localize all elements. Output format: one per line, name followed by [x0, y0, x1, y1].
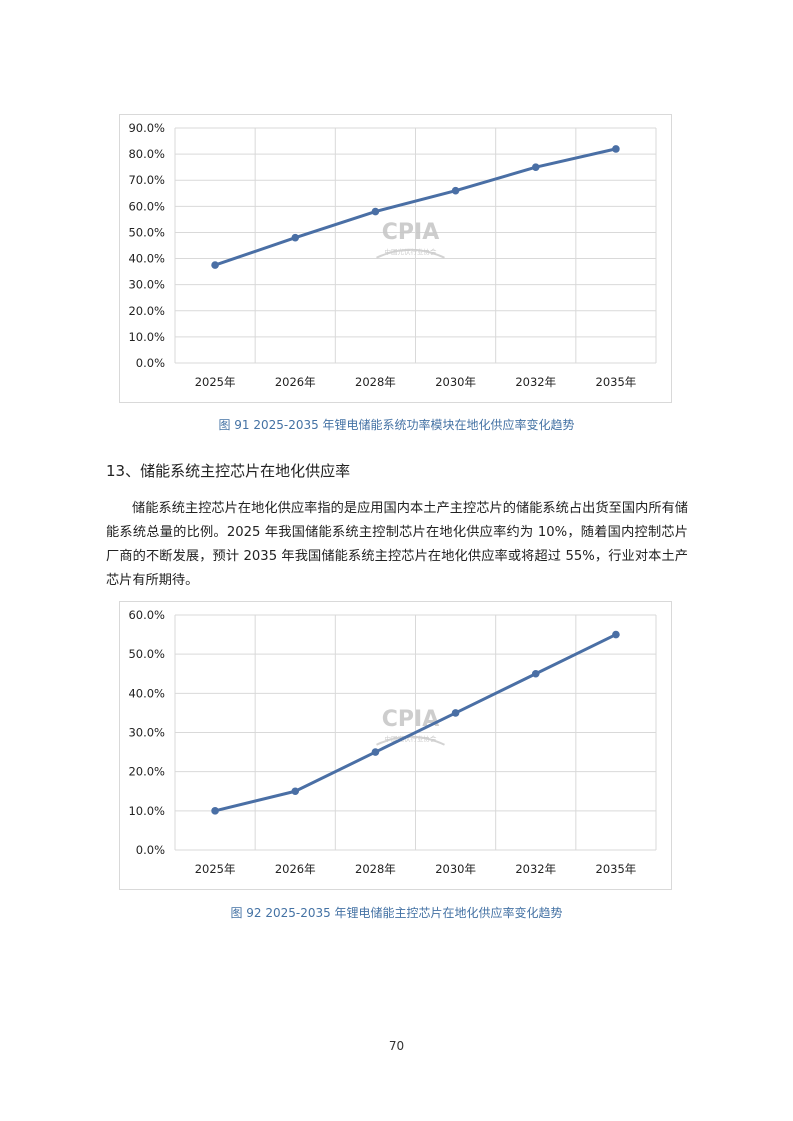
chart0-x-tick-label: 2025年: [195, 375, 236, 389]
page-number: 70: [388, 1039, 405, 1053]
chart0-watermark-logo: CPIA: [382, 220, 439, 245]
section-paragraph: 储能系统主控芯片在地化供应率指的是应用国内本土产主控芯片的储能系统占出货至国内所…: [106, 501, 688, 588]
chart-92: 0.0% 10.0% 20.0% 30.0% 40.0% 50.0% 60.0% 2025年 2…: [119, 601, 672, 890]
chart1-y-tick-label: 10.0%: [128, 804, 165, 818]
chart1-data-point-0: [211, 807, 219, 815]
chart1-data-point-5: [612, 630, 620, 639]
chart0-x-tick-label: 2026年: [275, 375, 316, 389]
chart0-watermark: CPIA 中国光伏行业协会: [376, 220, 445, 259]
chart0-y-tick-label: 0.0%: [136, 356, 165, 370]
chart0-y-tick-label: 20.0%: [128, 304, 165, 318]
chart0-data-point-0: [211, 261, 219, 269]
chart1-y-tick-label: 40.0%: [128, 686, 165, 700]
chart0-y-tick-label: 60.0%: [128, 199, 165, 213]
chart0-y-tick-label: 30.0%: [128, 278, 165, 292]
chart0-watermark-sub: 中国光伏行业协会: [385, 247, 438, 256]
chart0-y-tick-label: 40.0%: [128, 252, 165, 266]
chart1-watermark-logo: CPIA: [382, 707, 439, 732]
chart0-data-point-5: [612, 145, 620, 153]
chart1-y-tick-label: 0.0%: [136, 843, 165, 857]
chart1-x-tick-label: 2035年: [596, 862, 637, 876]
chart1-data-point-3: [451, 709, 460, 717]
chart1-data-point-4: [531, 669, 540, 678]
chart0-data-point-2: [371, 207, 380, 216]
chart0-y-tick-label: 10.0%: [128, 330, 165, 344]
chart1-y-tick-label: 30.0%: [128, 726, 165, 740]
chart0-x-tick-label: 2030年: [435, 375, 476, 389]
chart0-series-line: [214, 147, 617, 267]
chart1-x-tick-label: 2025年: [195, 862, 236, 876]
chart0-y-tick-label: 70.0%: [128, 173, 165, 187]
chart1-x-tick-label: 2026年: [275, 862, 316, 876]
chart0-data-point-4: [531, 163, 540, 171]
chart1-y-tick-label: 60.0%: [128, 608, 165, 622]
chart-91: 0.0% 10.0% 20.0% 30.0% 40.0% 50.0% 60.0% 70.0% 8…: [119, 114, 672, 403]
chart1-watermark-sub: 中国光伏行业协会: [385, 734, 438, 743]
chart0-x-tick-label: 2028年: [355, 375, 396, 389]
chart1-x-tick-label: 2032年: [515, 862, 556, 876]
chart-91-svg: 0.0% 10.0% 20.0% 30.0% 40.0% 50.0% 60.0% 70.0% 8…: [128, 121, 657, 389]
chart1-data-point-1: [291, 787, 300, 796]
chart1-y-tick-label: 50.0%: [128, 647, 165, 661]
caption-fig91: 图 91 2025-2035 年锂电储能系统功率模块在地化供应率变化趋势: [218, 418, 575, 432]
chart1-watermark-arc: [376, 735, 445, 746]
chart0-x-tick-label: 2032年: [515, 375, 556, 389]
chart0-y-tick-label: 50.0%: [128, 225, 165, 239]
chart1-watermark: CPIA 中国光伏行业协会: [376, 707, 445, 746]
section-heading: 13、储能系统主控芯片在地化供应率: [106, 462, 351, 480]
chart0-y-tick-label: 80.0%: [128, 147, 165, 161]
chart1-y-tick-label: 20.0%: [128, 765, 165, 779]
chart0-data-point-3: [451, 186, 460, 195]
chart0-data-point-1: [291, 233, 300, 242]
chart1-series-line: [214, 633, 617, 813]
chart-92-svg: 0.0% 10.0% 20.0% 30.0% 40.0% 50.0% 60.0% 2025年 2…: [128, 608, 657, 876]
chart0-y-tick-label: 90.0%: [128, 121, 165, 135]
caption-fig92: 图 92 2025-2035 年锂电储能主控芯片在地化供应率变化趋势: [230, 906, 563, 920]
chart1-x-tick-label: 2030年: [435, 862, 476, 876]
chart0-x-tick-label: 2035年: [596, 375, 637, 389]
chart1-x-tick-label: 2028年: [355, 862, 396, 876]
chart0-watermark-arc: [376, 248, 445, 259]
chart1-data-point-2: [371, 748, 380, 756]
